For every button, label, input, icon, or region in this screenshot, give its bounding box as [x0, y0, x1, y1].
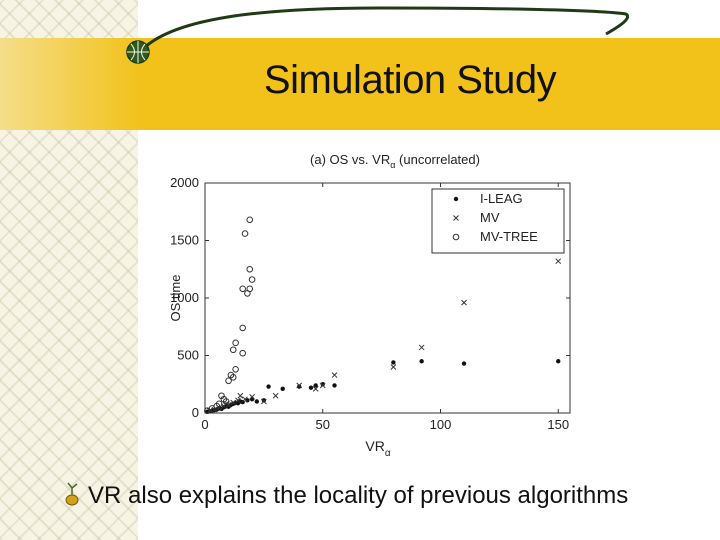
data-marks [204, 216, 562, 415]
x-axis-label-sub: α [385, 448, 391, 459]
data-point-i-leag [332, 383, 337, 388]
data-point-mv-tree [248, 276, 256, 283]
decorative-curve [126, 6, 629, 64]
legend-marker-mv [453, 215, 459, 221]
data-point-i-leag [245, 398, 250, 403]
chart-title-main: (a) OS vs. VR [310, 152, 390, 167]
data-point-mv-tree [222, 398, 230, 405]
bullet-text: VR also explains the locality of previou… [88, 482, 629, 509]
data-point-mv [390, 364, 397, 370]
data-point-mv [555, 258, 562, 265]
x-axis-label-main: VR [365, 438, 384, 454]
data-point-mv [261, 398, 267, 405]
x-tick-label: 50 [316, 417, 330, 432]
data-point-mv [237, 392, 244, 399]
y-tick-label: 1000 [170, 290, 199, 305]
data-point-mv [296, 382, 303, 389]
data-point-mv-tree [232, 339, 239, 347]
data-point-i-leag [249, 397, 255, 402]
data-point-i-leag [266, 384, 271, 389]
chart-title-sub: α [390, 160, 395, 170]
data-point-mv-tree [241, 230, 249, 237]
y-axis-label: OS time [168, 275, 183, 322]
data-point-i-leag [280, 386, 285, 392]
sprout-bullet-icon [65, 482, 79, 506]
data-point-mv [249, 394, 255, 400]
title-band-fade [0, 38, 140, 130]
data-point-mv [319, 382, 326, 389]
data-point-i-leag [461, 361, 467, 366]
x-tick-label: 150 [547, 417, 569, 432]
data-point-mv-tree [246, 216, 254, 224]
data-point-mv-tree [239, 285, 246, 293]
data-point-mv-tree [215, 400, 223, 408]
data-point-mv-tree [232, 366, 239, 373]
x-tick-label: 100 [430, 417, 452, 432]
data-point-mv-tree [239, 324, 246, 332]
data-point-mv [272, 392, 279, 399]
data-point-mv [235, 397, 241, 404]
data-point-mv [461, 299, 467, 306]
data-point-mv [225, 402, 232, 408]
data-point-mv-tree [225, 377, 232, 385]
data-point-i-leag [296, 384, 302, 389]
data-point-i-leag [320, 382, 325, 387]
data-point-i-leag [261, 398, 267, 403]
data-point-mv [242, 396, 248, 403]
header-swoosh-line [138, 6, 629, 53]
legend-label-mv-tree: MV-TREE [480, 229, 538, 244]
data-point-i-leag [254, 399, 260, 404]
data-point-i-leag [308, 385, 314, 390]
x-axis-label: VRα [365, 438, 390, 459]
legend-label-i-leag: I-LEAG [480, 191, 523, 206]
chart-title-tail: (uncorrelated) [395, 152, 480, 167]
data-point-mv [230, 399, 237, 406]
data-point-i-leag [391, 360, 396, 365]
globe-badge-icon [126, 40, 150, 64]
data-point-mv-tree [246, 265, 254, 273]
data-point-i-leag [556, 359, 561, 364]
data-point-mv-tree [229, 346, 237, 354]
x-tick-label: 0 [201, 417, 208, 432]
data-point-mv-tree [229, 374, 237, 381]
data-point-mv-tree [246, 285, 254, 293]
data-point-mv [312, 385, 319, 392]
slide-title: Simulation Study [263, 58, 557, 102]
chart-title: (a) OS vs. VRα (uncorrelated) [310, 152, 480, 170]
data-point-mv-tree [239, 349, 246, 357]
legend: I-LEAG MV MV-TREE [431, 188, 565, 254]
y-tick-label: 500 [177, 348, 199, 363]
y-tick-label: 2000 [170, 175, 199, 190]
data-point-mv [331, 372, 338, 378]
data-point-i-leag [313, 383, 318, 388]
legend-label-mv: MV [480, 210, 500, 225]
scatter-chart: (a) OS vs. VRα (uncorrelated) 0 50 100 1500… [168, 152, 571, 459]
legend-marker-mv-tree [452, 233, 460, 241]
data-point-mv [418, 344, 425, 351]
y-tick-label: 0 [192, 405, 199, 420]
legend-marker-i-leag [453, 196, 459, 202]
data-point-i-leag [419, 359, 424, 364]
y-tick-label: 1500 [170, 233, 199, 248]
